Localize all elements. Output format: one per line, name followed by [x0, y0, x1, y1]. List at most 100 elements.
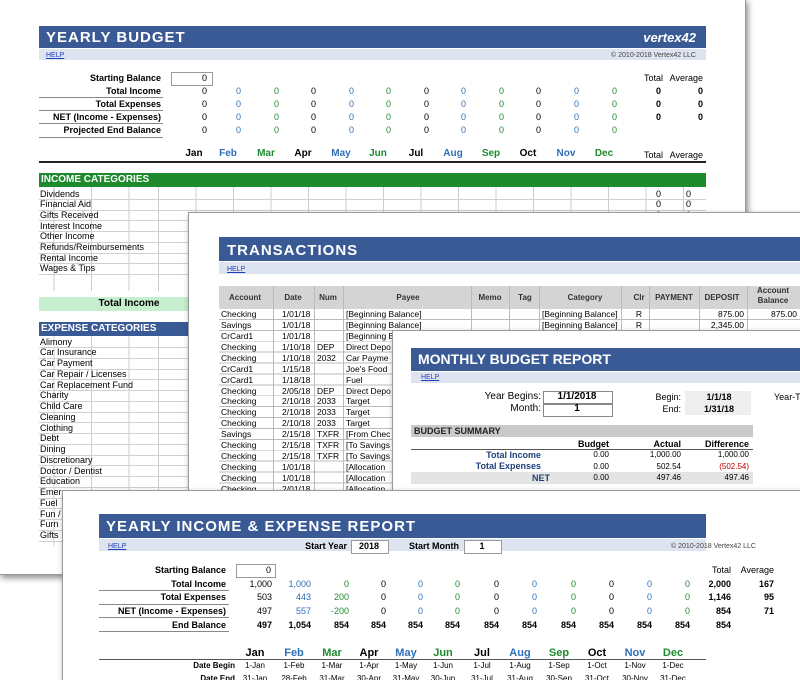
field-label: Year-T [774, 391, 800, 402]
summary-label: Total Income [106, 85, 161, 96]
cell: 1/15/18 [282, 363, 311, 374]
summary-value: 0 [570, 605, 576, 616]
cell: 2/10/18 [282, 396, 311, 407]
summary-value: 0 [535, 85, 541, 96]
section-title: EXPENSE CATEGORIES [41, 323, 157, 334]
summary-value: 0 [454, 592, 460, 603]
cell: Target [346, 418, 370, 429]
cell: Checking [221, 472, 257, 483]
category-name: Financial Aid [40, 199, 92, 210]
summary-total: 854 [715, 619, 731, 630]
summary-value: 503 [256, 592, 272, 603]
column-header: Difference [704, 438, 749, 449]
cell: Checking [221, 407, 257, 418]
date-cell: 1-Apr [359, 661, 379, 670]
sub-bar [39, 49, 706, 60]
cell: Checking [221, 450, 257, 461]
row-label: NET [532, 472, 550, 483]
cell: 875.00 [718, 309, 744, 320]
help-link[interactable]: HELP [46, 51, 65, 59]
row-value: 1,000.00 [717, 450, 749, 459]
summary-value: 0 [423, 125, 429, 136]
sheet-title: TRANSACTIONS [227, 241, 359, 259]
help-link[interactable]: HELP [421, 373, 440, 381]
summary-value: 0 [201, 125, 207, 136]
date-cell: 31-Dec [660, 674, 686, 680]
month-header: Sep [548, 646, 570, 659]
category-name: Alimony [40, 336, 73, 347]
summary-value: 0 [273, 111, 279, 122]
column-header: Total [711, 564, 731, 575]
column-header: Account Balance [757, 286, 789, 305]
summary-value: 854 [333, 619, 349, 630]
row-line [39, 110, 163, 112]
summary-average: 0 [697, 111, 703, 122]
summary-value: 0 [608, 578, 614, 589]
date-cell: 1-Jun [432, 661, 453, 670]
category-name: Emer [40, 487, 62, 497]
summary-value: 0 [348, 125, 354, 136]
cell: R [635, 309, 643, 320]
date-cell: 1-Aug [509, 661, 531, 670]
column-header: DEPOSIT [704, 293, 740, 302]
cell: 2032 [317, 352, 336, 363]
month-header: Feb [284, 646, 304, 659]
cell: Checking [221, 483, 257, 494]
row-line [99, 590, 229, 591]
cell: [Beginning Balance] [346, 331, 422, 342]
category-name: Car Insurance [40, 347, 97, 358]
cell: 1/10/18 [282, 352, 311, 363]
cell: 2/10/18 [282, 407, 311, 418]
help-link[interactable]: HELP [227, 265, 246, 273]
cell: Joe's Food [346, 363, 388, 374]
sheet-title: MONTHLY BUDGET REPORT [418, 351, 611, 367]
category-bar [39, 173, 706, 187]
cell: [To Savings [346, 450, 390, 461]
help-link[interactable]: HELP [108, 542, 127, 550]
summary-value: 0 [235, 125, 241, 136]
summary-value: 0 [684, 605, 690, 616]
date-cell: 1-May [394, 661, 418, 670]
summary-value: 0 [498, 125, 504, 136]
sheet-title: YEARLY INCOME & EXPENSE REPORT [106, 517, 417, 535]
summary-value: 0 [498, 85, 504, 96]
month-header: Jan [245, 646, 265, 659]
cell: CrCard1 [221, 363, 254, 374]
date-cell: 1-Oct [587, 661, 607, 670]
cell: Direct Depo [346, 341, 391, 352]
column-header: Actual [653, 438, 681, 449]
cell: 1/01/18 [282, 320, 311, 331]
month-header: Oct [519, 148, 537, 159]
summary-value: 0 [417, 605, 423, 616]
summary-value: 854 [674, 619, 690, 630]
sub-bar [219, 262, 800, 274]
summary-value: 0 [646, 605, 652, 616]
summary-value: 0 [417, 592, 423, 603]
row-line [39, 209, 706, 211]
summary-value: 0 [343, 578, 349, 589]
summary-value: 0 [310, 111, 316, 122]
category-name: Fun / [40, 508, 61, 519]
column-header: Tag [518, 293, 532, 302]
summary-value: 854 [560, 619, 576, 630]
month-header: Nov [556, 148, 576, 159]
summary-total: 0 [655, 85, 661, 96]
summary-value: 0 [608, 592, 614, 603]
month-header: Dec [662, 646, 684, 659]
summary-value: 0 [273, 98, 279, 109]
header-line [99, 659, 706, 660]
summary-label: Total Expenses [95, 98, 161, 109]
cell: Direct Depo [346, 385, 391, 396]
title-bar [39, 26, 706, 48]
cell: 2,345.00 [710, 320, 744, 331]
cell: 2033 [317, 418, 336, 429]
cell: TXFR [317, 440, 340, 451]
row-value: 0.00 [593, 450, 609, 459]
header-line [411, 449, 753, 450]
summary-value: 0 [423, 85, 429, 96]
summary-value: 0 [570, 592, 576, 603]
cell: 2/10/18 [282, 418, 311, 429]
title-bar [219, 237, 800, 261]
field-label: Begin: [655, 391, 681, 402]
